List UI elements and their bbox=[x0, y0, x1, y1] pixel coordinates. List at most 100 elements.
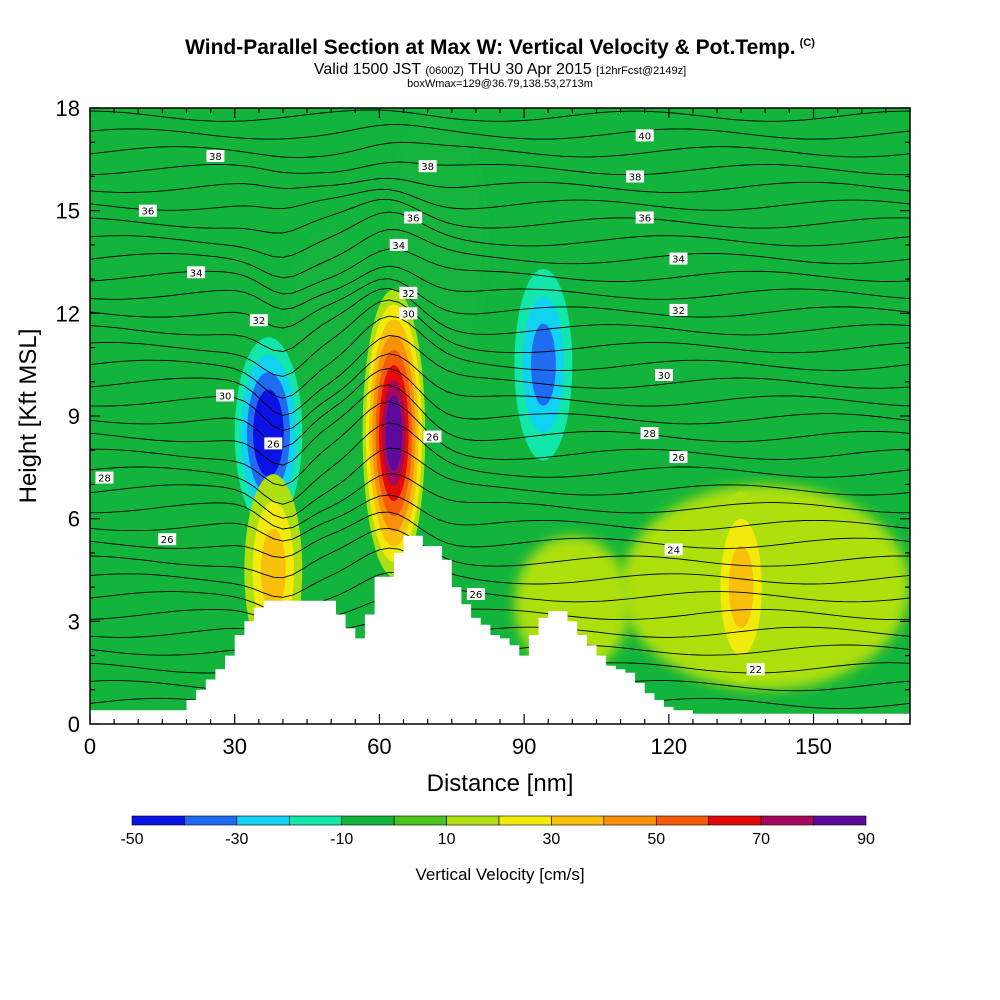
contour-label-text: 38 bbox=[421, 162, 434, 173]
contour-label: 30 bbox=[655, 368, 673, 382]
y-tick-label: 15 bbox=[56, 199, 80, 224]
contour-label-text: 32 bbox=[402, 289, 415, 300]
box-info: boxWmax=129@36.79,138.53,2713m bbox=[407, 78, 593, 90]
valid-prefix: Valid 1500 JST bbox=[313, 61, 421, 78]
theta-contour-line bbox=[90, 527, 910, 579]
theta-contour-line bbox=[90, 229, 910, 279]
contour-label: 26 bbox=[264, 437, 283, 450]
contour-label: 32 bbox=[669, 303, 688, 317]
contour-label-box bbox=[466, 587, 485, 600]
theta-contour-line bbox=[90, 547, 910, 598]
contour-label-box bbox=[264, 437, 283, 450]
contour-label-text: 28 bbox=[98, 474, 111, 485]
contour-label-box bbox=[635, 129, 654, 142]
contour-label-text: 32 bbox=[252, 316, 265, 327]
contour-label: 28 bbox=[640, 427, 659, 440]
theta-contour-line bbox=[90, 571, 910, 614]
contour-label-text: 36 bbox=[638, 214, 651, 225]
colorbar-swatch bbox=[498, 815, 552, 826]
contour-label: 38 bbox=[206, 149, 225, 163]
forecast-tag: [12hrFcst@2149z] bbox=[596, 65, 687, 77]
theta-contour-line bbox=[90, 211, 910, 258]
theta-contour-line bbox=[90, 511, 910, 559]
contour-label-text: 26 bbox=[470, 590, 483, 601]
contour-label-box bbox=[399, 286, 418, 299]
colorbar-tick-label: 10 bbox=[438, 831, 456, 848]
colorbar-tick-label: -10 bbox=[330, 831, 353, 848]
colorbar-swatch bbox=[760, 815, 814, 826]
y-tick-label: 0 bbox=[68, 712, 80, 737]
contour-label-text: 30 bbox=[402, 309, 415, 320]
colorbar-title: Vertical Velocity [cm/s] bbox=[415, 865, 584, 884]
theta-contour-line bbox=[90, 401, 910, 487]
theta-contour-line bbox=[90, 447, 910, 519]
x-axis-label: Distance [nm] bbox=[427, 770, 574, 797]
contour-label: 36 bbox=[404, 211, 423, 225]
contour-label-box bbox=[423, 430, 442, 443]
theta-contour-line bbox=[90, 109, 910, 122]
contour-label: 34 bbox=[187, 266, 206, 279]
contour-label-text: 38 bbox=[209, 152, 222, 163]
contour-label-text: 32 bbox=[672, 306, 685, 317]
contour-label-text: 24 bbox=[667, 545, 680, 556]
contour-label-text: 26 bbox=[672, 453, 685, 464]
theta-contour-line bbox=[90, 287, 910, 352]
downdraft-contour bbox=[259, 406, 278, 460]
colorbar-swatch bbox=[655, 815, 710, 826]
contour-label-box bbox=[138, 204, 157, 217]
colorbar-swatch bbox=[446, 815, 500, 826]
y-tick-label: 3 bbox=[68, 609, 80, 634]
y-tick-label: 18 bbox=[56, 96, 80, 121]
x-axis: 0 30 60 90 120 150 bbox=[84, 108, 911, 759]
contour-label-box bbox=[664, 543, 683, 556]
x-tick-label: 30 bbox=[222, 734, 246, 759]
contour-label: 26 bbox=[423, 430, 442, 444]
x-tick-label: 120 bbox=[650, 734, 687, 759]
contour-label-text: 34 bbox=[190, 268, 203, 279]
x-tick-label: 150 bbox=[795, 734, 832, 759]
x-tick-label: 0 bbox=[84, 734, 96, 759]
colorbar-swatch bbox=[131, 815, 185, 826]
contour-label: 34 bbox=[669, 252, 688, 266]
contour-label-box bbox=[626, 170, 645, 183]
colorbar-swatch bbox=[341, 815, 395, 826]
contour-label: 30 bbox=[216, 389, 235, 402]
contour-label: 40 bbox=[635, 129, 654, 142]
contour-label-box bbox=[669, 252, 688, 265]
colorbar-tick-label: 30 bbox=[543, 831, 561, 848]
updraft-contour bbox=[388, 410, 399, 456]
colorbar-swatch bbox=[184, 815, 238, 826]
theta-contour-line bbox=[90, 248, 910, 295]
contour-label-box bbox=[95, 471, 114, 484]
y-axis-label: Height [Kft MSL] bbox=[15, 329, 42, 504]
subtitle-valid-time: Valid 1500 JST (0600Z) THU 30 Apr 2015 [… bbox=[0, 61, 1000, 79]
colorbar-tick-label: 50 bbox=[647, 831, 665, 848]
theta-contour-line bbox=[90, 299, 910, 377]
theta-contour-line bbox=[90, 124, 910, 140]
updraft-contour bbox=[260, 528, 286, 612]
colorbar-tick-label: -30 bbox=[225, 831, 248, 848]
contour-label-box bbox=[635, 211, 654, 224]
contour-label-box bbox=[206, 149, 225, 162]
contour-label-text: 26 bbox=[161, 535, 174, 546]
contour-label: 36 bbox=[138, 204, 157, 218]
title-text: Wind-Parallel Section at Max W: Vertical… bbox=[185, 36, 796, 59]
contour-label-text: 26 bbox=[267, 439, 280, 450]
w-band bbox=[282, 227, 380, 502]
colorbar-tick-label: 90 bbox=[857, 831, 875, 848]
theta-contour-line bbox=[90, 494, 910, 542]
contour-label: 32 bbox=[399, 286, 418, 300]
contour-label-box bbox=[216, 389, 235, 402]
contour-label-text: 40 bbox=[638, 131, 651, 142]
contour-label: 38 bbox=[418, 160, 437, 173]
contour-label: 22 bbox=[746, 663, 765, 676]
contour-label-box bbox=[404, 211, 423, 224]
colorbar-swatch bbox=[393, 815, 447, 826]
theta-contour-line bbox=[90, 620, 910, 638]
valid-date: THU 30 Apr 2015 bbox=[468, 61, 592, 78]
contour-label-text: 26 bbox=[426, 433, 439, 444]
contour-label: 24 bbox=[664, 543, 683, 556]
colorbar-swatch bbox=[288, 815, 343, 826]
contour-label-box bbox=[249, 314, 268, 327]
terrain-profile bbox=[90, 535, 910, 724]
